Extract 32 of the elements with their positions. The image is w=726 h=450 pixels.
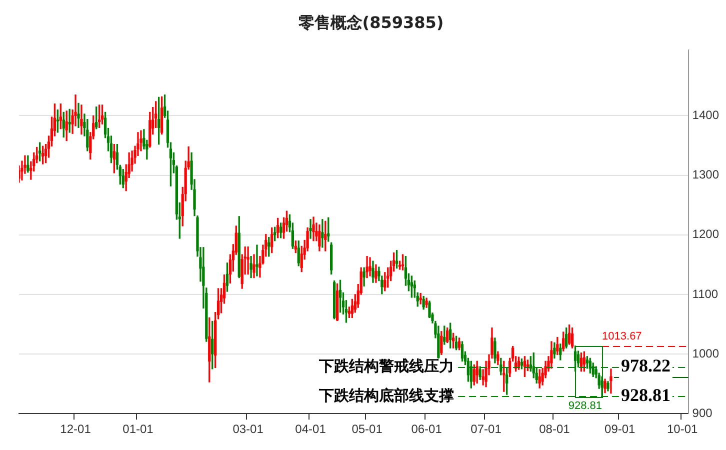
ref-line-label: 下跌结构底部线支撑 [318, 386, 454, 404]
candlestick [68, 108, 71, 133]
candlestick [368, 257, 372, 276]
candlestick [610, 368, 612, 394]
x-tick-label: 08-01 [539, 422, 570, 436]
y-tick-label: 1100 [692, 286, 718, 301]
chart-title: 零售概念(859385) [297, 12, 444, 32]
candlestick [77, 102, 80, 128]
annotation: 928.81 [568, 400, 602, 412]
y-tick-label: 1300 [692, 168, 720, 182]
annotation: 978.22 [620, 356, 670, 376]
annotation: 1013.67 [602, 330, 642, 342]
x-tick-label: 09-01 [604, 422, 636, 436]
x-tick-label: 04-01 [295, 422, 326, 436]
ref-line-label: 下跌结构警戒线压力 [318, 356, 454, 375]
candlestick [256, 244, 258, 276]
x-tick-label: 01-01 [122, 422, 154, 436]
x-tick-label: 10-01 [667, 422, 698, 436]
candlestick [80, 104, 83, 135]
candlestick [246, 246, 250, 275]
x-tick-label: 05-01 [352, 422, 383, 436]
x-tick-label: 12-01 [60, 422, 92, 436]
x-tick-label: 06-01 [411, 422, 442, 436]
annotation: 928.81 [620, 385, 670, 406]
candlestick [309, 219, 312, 239]
y-tick-label: 1400 [692, 108, 720, 122]
y-tick-label: 1000 [692, 346, 720, 360]
x-tick-label: 07-01 [470, 422, 502, 436]
y-tick-label: 900 [692, 406, 713, 420]
candlestick [366, 256, 368, 278]
x-tick-label: 03-01 [232, 422, 264, 436]
y-tick-label: 1200 [692, 227, 720, 242]
